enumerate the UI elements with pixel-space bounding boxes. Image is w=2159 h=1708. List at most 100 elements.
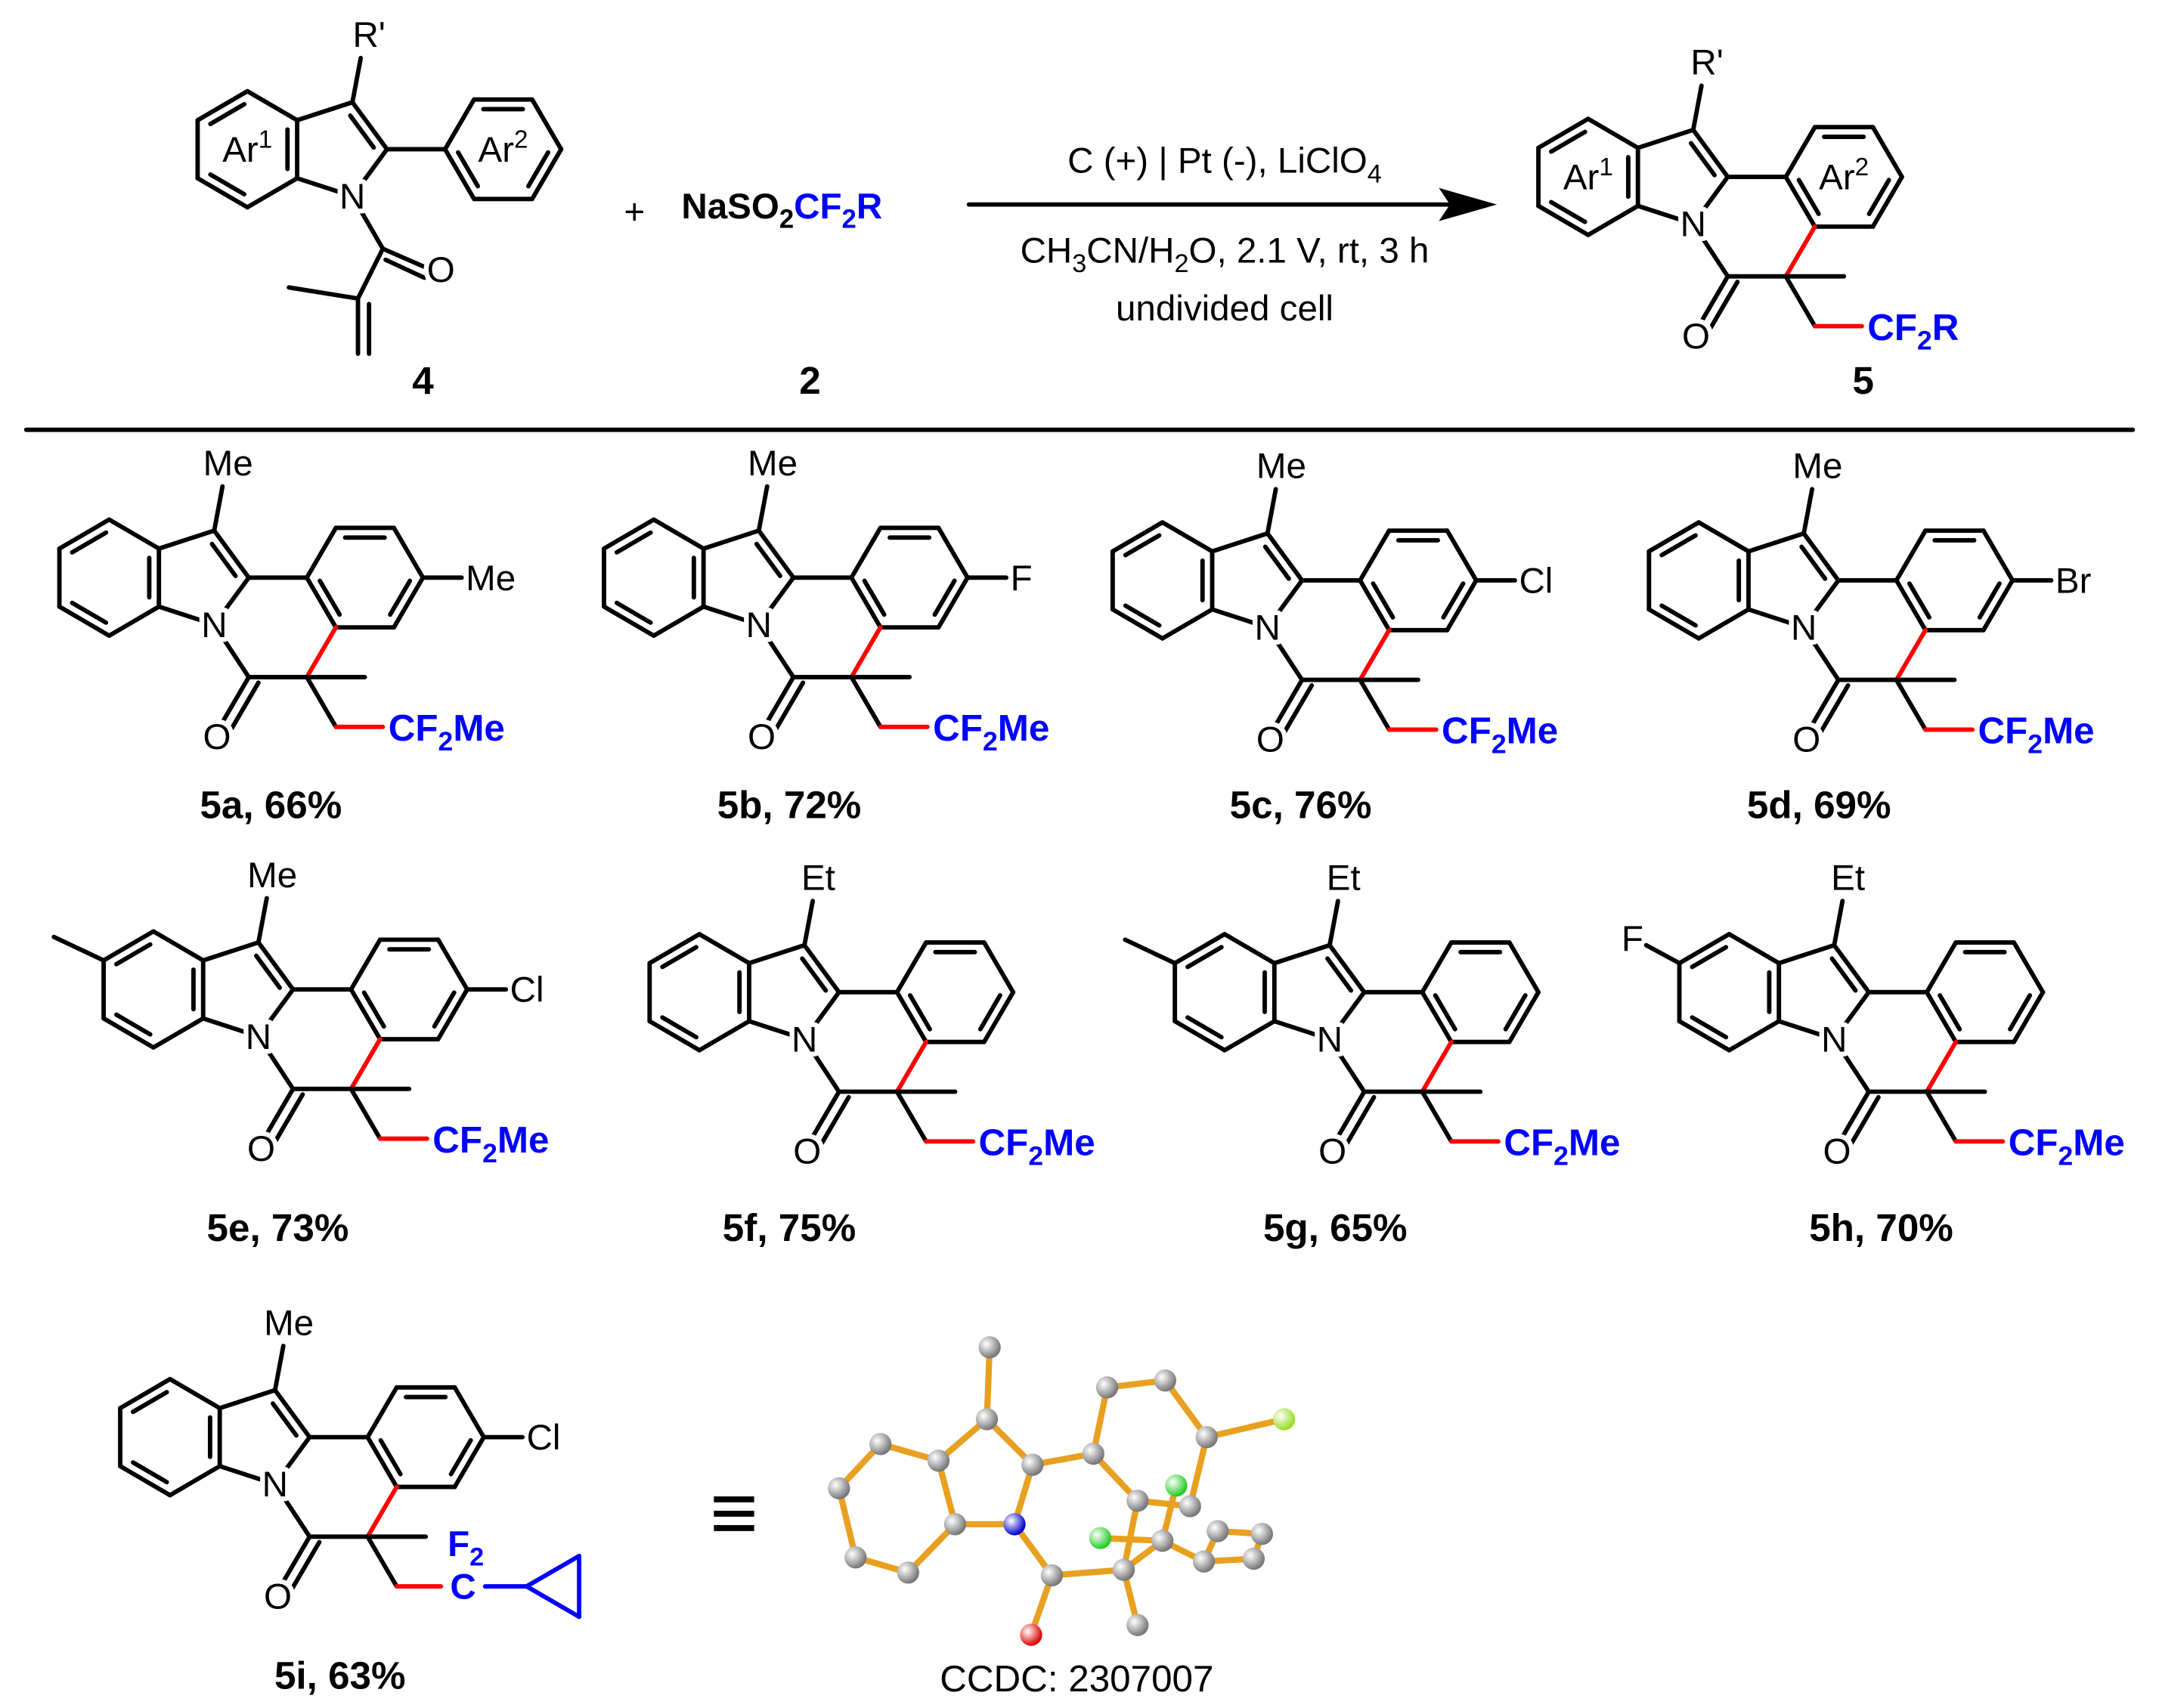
crystal-bond [1206, 1416, 1285, 1440]
double-bond-line [614, 600, 653, 625]
crystal-atom-nitrogen [1003, 1513, 1026, 1536]
bond [1420, 989, 1454, 1044]
bond [602, 517, 656, 551]
oxygen-label: O [1682, 317, 1710, 357]
bond [1327, 942, 1367, 995]
double-bond-line [208, 102, 246, 126]
compound-number-5: 5 [1853, 359, 1874, 402]
bond [435, 987, 469, 1041]
bond [756, 484, 770, 534]
bond [51, 934, 107, 963]
bond [1507, 989, 1541, 1044]
bond [894, 940, 928, 995]
bond [849, 675, 883, 729]
bond [1123, 937, 1178, 966]
oxygen-label: O [427, 250, 455, 290]
bond [756, 575, 796, 627]
c3-substituent-label: Me [748, 444, 798, 484]
crystal-atom-carbon [1242, 1547, 1265, 1570]
bond [304, 675, 339, 729]
bond [1420, 1089, 1454, 1144]
bond [524, 1584, 582, 1620]
bond [1870, 175, 1904, 229]
bond [156, 604, 217, 627]
crystal-atom-carbon [927, 1450, 950, 1472]
bond [1585, 116, 1640, 150]
compound-5d: Me N O Br CF2Me 5d, 69% [1646, 441, 2095, 826]
bond [894, 1089, 928, 1144]
bond [1272, 1019, 1332, 1041]
ar2-label: Ar2 [479, 126, 528, 170]
double-bond-line [378, 1437, 403, 1477]
bond [1696, 520, 1751, 554]
compound-5e: Me N O Cl CF2Me 5e, 73% [51, 850, 549, 1249]
bond [365, 1534, 399, 1589]
bond [529, 147, 564, 202]
bond [807, 1089, 841, 1144]
product-5: R' Ar1 Ar2 N O CF2R [1536, 38, 1959, 361]
bond [1507, 940, 1541, 995]
crystal-atom-carbon [1112, 1558, 1135, 1581]
reactant-4: R' Ar1 Ar2 O N [195, 11, 564, 357]
crystal-atom-carbon [1154, 1369, 1176, 1392]
bond [1832, 899, 1845, 948]
bond [1536, 203, 1591, 237]
bond [1776, 942, 1837, 966]
bond [355, 246, 386, 301]
bond [1832, 1037, 1871, 1094]
bond [1160, 520, 1215, 554]
bond [304, 575, 339, 630]
bond [348, 937, 383, 992]
fluoroalkyl-label: CF2R [1867, 307, 1959, 356]
bond [1327, 989, 1367, 1041]
bond [1222, 1019, 1277, 1053]
crystal-atom-carbon [1195, 1425, 1218, 1449]
bond [756, 622, 796, 679]
double-bond-line [209, 541, 238, 578]
crystal-bond [835, 1487, 859, 1558]
double-bond-line [1689, 141, 1717, 178]
crystal-atom-carbon [828, 1477, 850, 1499]
bond [452, 1385, 486, 1440]
bond [217, 675, 252, 729]
c3-substituent-label: Me [247, 856, 297, 896]
double-bond-line [660, 1015, 698, 1040]
bond [217, 1464, 277, 1487]
oxygen-label: O [1792, 720, 1820, 760]
compound-5c: Me N O Cl CF2Me 5c, 76% [1110, 441, 1558, 826]
c3-substituent-label: Me [1256, 447, 1306, 487]
crystal-atom-carbon [844, 1546, 867, 1569]
double-bond-line [448, 1437, 473, 1477]
double-bond-line [70, 530, 109, 555]
bond [350, 193, 386, 252]
oxygen-label: O [1823, 1132, 1851, 1172]
new-bond [849, 625, 883, 679]
bond [167, 1464, 222, 1498]
bond [701, 604, 761, 627]
bond [272, 1481, 312, 1539]
bond [1643, 942, 1682, 966]
bond [101, 929, 156, 963]
bond [1358, 677, 1392, 732]
nitrogen-label: N [1791, 608, 1817, 648]
crystal-atom-carbon [1126, 1614, 1149, 1636]
cf2-carbon-label: C [450, 1567, 475, 1607]
double-bond-line [254, 953, 282, 990]
fluoroalkyl-label: CF2Me [1442, 710, 1558, 760]
double-bond-line [1371, 581, 1395, 620]
bond [1807, 677, 1841, 732]
bond [348, 987, 383, 1041]
arrow-head [1439, 187, 1498, 221]
bond [1333, 1089, 1367, 1144]
bond [1981, 528, 2015, 583]
double-bond-line [1549, 200, 1588, 224]
crystal-atom-carbon [1151, 1530, 1174, 1552]
double-bond-line [114, 942, 153, 967]
double-bond-line [907, 993, 932, 1032]
bond [936, 575, 970, 630]
new-bond [1420, 1039, 1454, 1094]
double-bond-line [1659, 533, 1698, 558]
bond [1783, 274, 1817, 329]
new-bond [1894, 627, 1928, 682]
